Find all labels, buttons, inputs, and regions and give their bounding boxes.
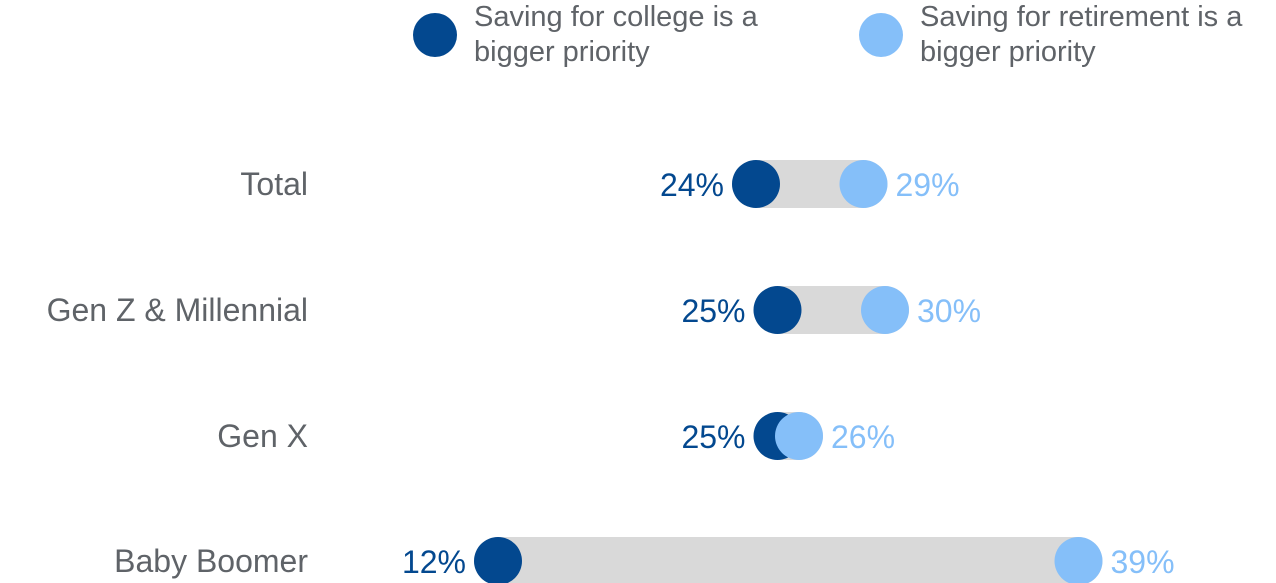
legend-item-college: Saving for college is a bigger priority bbox=[413, 0, 809, 70]
retirement-value-label: 26% bbox=[831, 419, 895, 455]
legend-swatch-retirement bbox=[859, 13, 903, 57]
legend-item-retirement: Saving for retirement is a bigger priori… bbox=[859, 0, 1255, 70]
legend-label-retirement: Saving for retirement is a bigger priori… bbox=[920, 1, 1243, 68]
retirement-dot bbox=[775, 412, 823, 460]
legend-label-college: Saving for college is a bigger priority bbox=[474, 1, 758, 68]
category-label: Gen X bbox=[217, 418, 308, 454]
college-value-label: 25% bbox=[681, 419, 745, 455]
college-value-label: 25% bbox=[681, 293, 745, 329]
retirement-value-label: 29% bbox=[896, 167, 960, 203]
college-dot bbox=[753, 286, 802, 334]
retirement-value-label: 30% bbox=[917, 293, 981, 329]
retirement-value-label: 39% bbox=[1111, 544, 1175, 580]
college-value-label: 24% bbox=[660, 167, 724, 203]
category-label: Baby Boomer bbox=[114, 543, 308, 579]
retirement-dot bbox=[839, 160, 888, 208]
college-value-label: 12% bbox=[402, 544, 466, 580]
college-dot bbox=[474, 537, 522, 583]
college-dot bbox=[732, 160, 780, 208]
category-label: Gen Z & Millennial bbox=[47, 292, 308, 328]
retirement-dot bbox=[861, 286, 909, 334]
retirement-dot bbox=[1054, 537, 1103, 583]
legend-swatch-college bbox=[413, 13, 457, 57]
category-label: Total bbox=[240, 166, 308, 202]
